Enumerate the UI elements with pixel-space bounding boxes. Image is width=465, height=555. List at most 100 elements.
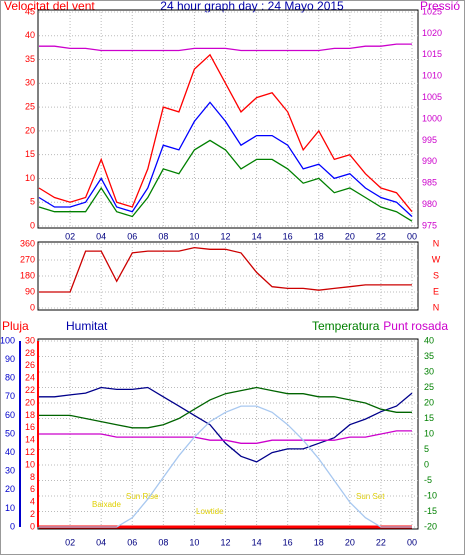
y-tick-label: -10 xyxy=(424,490,437,500)
x-tick-label: 04 xyxy=(96,231,106,241)
x-tick-label: 00 xyxy=(407,231,417,241)
y-tick-label: 1020 xyxy=(422,28,442,38)
y-tick-label: 90 xyxy=(5,354,15,364)
wind-label: Velocitat del vent xyxy=(4,0,95,13)
y-tick-label: 25 xyxy=(424,382,434,392)
chart-title: 24 hour graph day : 24 Mayo 2015 xyxy=(160,0,344,13)
y-tick-label: 980 xyxy=(422,199,437,209)
y-tick-label: E xyxy=(433,286,439,296)
annotation: Sun Rise xyxy=(126,492,159,501)
y-tick-label: 0 xyxy=(30,302,35,312)
y-tick-label: 30 xyxy=(424,366,434,376)
y-tick-label: 90 xyxy=(25,286,35,296)
y-tick-label: 100 xyxy=(0,335,15,345)
y-tick-label: 20 xyxy=(424,397,434,407)
y-tick-label: 25 xyxy=(25,101,35,111)
y-tick-label: 995 xyxy=(422,135,437,145)
y-tick-label: 5 xyxy=(30,197,35,207)
y-tick-label: 30 xyxy=(5,466,15,476)
y-tick-label: N xyxy=(433,238,440,248)
y-tick-label: 26 xyxy=(25,360,35,370)
y-tick-label: 24 xyxy=(25,373,35,383)
y-tick-label: 50 xyxy=(5,428,15,438)
series-line xyxy=(39,430,412,444)
x-tick-label: 02 xyxy=(65,231,75,241)
y-tick-label: 10 xyxy=(25,459,35,469)
pressure-label: Pressió xyxy=(420,0,460,13)
y-tick-label: 0 xyxy=(424,459,429,469)
series-line xyxy=(38,53,413,213)
y-tick-label: 0 xyxy=(30,521,35,531)
y-tick-label: 1010 xyxy=(422,71,442,81)
y-tick-label: 270 xyxy=(20,254,35,264)
x-tick-label: 06 xyxy=(127,231,137,241)
y-tick-label: 4 xyxy=(30,497,35,507)
y-tick-label: -20 xyxy=(424,521,437,531)
x-tick-label: 16 xyxy=(283,537,293,547)
y-tick-label: 60 xyxy=(5,410,15,420)
y-tick-label: 28 xyxy=(25,348,35,358)
y-tick-label: 20 xyxy=(25,125,35,135)
y-tick-label: 20 xyxy=(5,484,15,494)
y-tick-label: 30 xyxy=(25,335,35,345)
plot-frame xyxy=(37,9,419,229)
humidity-label: Humitat xyxy=(66,319,108,333)
x-tick-label: 02 xyxy=(65,537,75,547)
y-tick-label: 1005 xyxy=(422,92,442,102)
y-tick-label: 360 xyxy=(20,238,35,248)
x-tick-label: 12 xyxy=(220,231,230,241)
y-tick-label: 6 xyxy=(30,484,35,494)
y-tick-label: 975 xyxy=(422,220,437,230)
series-line xyxy=(39,386,413,463)
x-tick-label: 14 xyxy=(252,537,262,547)
x-tick-label: 04 xyxy=(96,537,106,547)
y-tick-label: 40 xyxy=(5,447,15,457)
y-tick-label: 15 xyxy=(25,149,35,159)
y-tick-label: 18 xyxy=(25,410,35,420)
y-tick-label: 15 xyxy=(424,413,434,423)
y-tick-label: 180 xyxy=(20,270,35,280)
x-tick-label: 20 xyxy=(345,231,355,241)
temperature-label: Temperatura xyxy=(312,319,380,333)
y-tick-label: 80 xyxy=(5,373,15,383)
y-tick-label: 5 xyxy=(424,444,429,454)
x-tick-label: 12 xyxy=(220,537,230,547)
y-tick-label: 10 xyxy=(424,428,434,438)
y-tick-label: 1025 xyxy=(422,6,442,16)
y-tick-label: 45 xyxy=(25,6,35,16)
y-tick-label: 0 xyxy=(30,220,35,230)
x-tick-label: 20 xyxy=(345,537,355,547)
x-tick-label: 10 xyxy=(189,537,199,547)
y-tick-label: 0 xyxy=(10,521,15,531)
y-tick-label: 8 xyxy=(30,472,35,482)
x-tick-label: 00 xyxy=(407,537,417,547)
x-tick-label: 18 xyxy=(314,231,324,241)
x-tick-label: 16 xyxy=(283,231,293,241)
y-tick-label: 22 xyxy=(25,385,35,395)
y-tick-label: 70 xyxy=(5,391,15,401)
y-tick-label: S xyxy=(433,270,439,280)
x-tick-label: 06 xyxy=(127,537,137,547)
y-tick-label: 10 xyxy=(5,503,15,513)
series-line xyxy=(39,405,412,528)
x-tick-label: 22 xyxy=(376,231,386,241)
series-line xyxy=(39,386,412,429)
annotation: Sun Set xyxy=(356,492,385,501)
rain-label: Pluja xyxy=(2,319,29,333)
y-tick-label: 12 xyxy=(25,447,35,457)
y-tick-label: 985 xyxy=(422,178,437,188)
y-tick-label: N xyxy=(433,302,440,312)
series-line xyxy=(39,43,412,52)
series-line xyxy=(38,101,413,217)
y-tick-label: W xyxy=(432,254,441,264)
y-tick-label: 1000 xyxy=(422,113,442,123)
y-tick-label: 990 xyxy=(422,156,437,166)
y-tick-label: 1015 xyxy=(422,49,442,59)
y-tick-label: -5 xyxy=(424,475,432,485)
y-tick-label: 10 xyxy=(25,173,35,183)
x-tick-label: 10 xyxy=(189,231,199,241)
x-tick-label: 22 xyxy=(376,537,386,547)
y-tick-label: 20 xyxy=(25,397,35,407)
